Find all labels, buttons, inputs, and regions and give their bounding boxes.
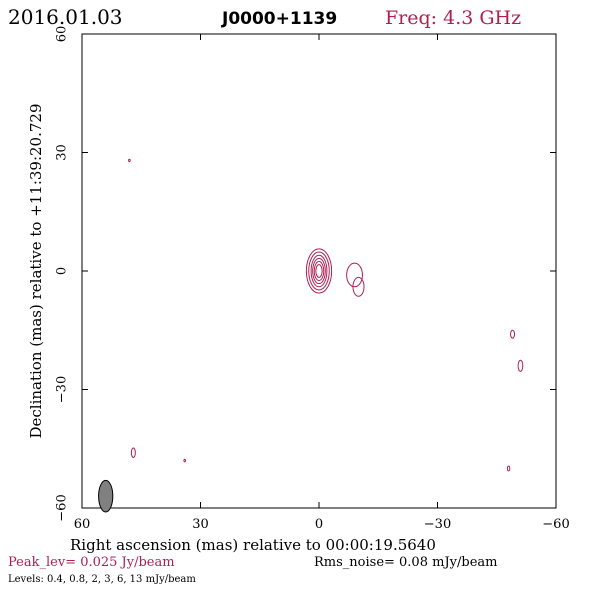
- x-tick-label: −60: [542, 517, 569, 532]
- noise-contour: [130, 447, 136, 458]
- y-axis-label: Declination (mas) relative to +11:39:20.…: [27, 103, 45, 438]
- contours: [128, 158, 524, 472]
- y-tick-label: 0: [55, 267, 70, 275]
- frequency-label: Freq: 4.3 GHz: [385, 7, 521, 29]
- x-tick-label: 60: [74, 517, 91, 532]
- beam-layer: [98, 479, 114, 513]
- core-contour: [308, 251, 330, 291]
- noise-contour: [517, 359, 524, 372]
- rms-noise: Rms_noise= 0.08 mJy/beam: [314, 555, 497, 570]
- core-contour: [315, 264, 323, 278]
- noise-contour: [506, 465, 511, 472]
- noise-contour: [128, 158, 131, 163]
- tick-labels: 60 30 0 −30 −60 60 30 0 −30 −60: [55, 26, 570, 532]
- y-tick-label: 30: [55, 144, 70, 161]
- x-tick-label: −30: [424, 517, 451, 532]
- tick-marks: [81, 33, 557, 509]
- x-tick-label: 30: [192, 517, 209, 532]
- x-axis-label: Right ascension (mas) relative to 00:00:…: [70, 536, 436, 554]
- jet-knot-contour: [352, 276, 365, 297]
- plot-frame: [81, 33, 557, 509]
- y-tick-label: −60: [55, 494, 70, 521]
- beam-ellipse: [98, 479, 114, 513]
- core-contour: [305, 248, 333, 294]
- source-name: J0000+1139: [221, 9, 337, 29]
- core-contour: [313, 261, 325, 281]
- y-tick-label: −30: [55, 376, 70, 403]
- observation-date: 2016.01.03: [8, 5, 123, 29]
- noise-contour: [183, 458, 186, 463]
- x-tick-label: 0: [315, 517, 323, 532]
- contour-levels: Levels: 0.4, 0.8, 2, 3, 6, 13 mJy/beam: [8, 574, 196, 585]
- noise-contour: [510, 329, 516, 339]
- core-contour: [310, 254, 328, 288]
- peak-level: Peak_lev= 0.025 Jy/beam: [8, 555, 175, 570]
- core-contour: [312, 257, 326, 285]
- jet-knot-contour: [346, 262, 363, 288]
- y-tick-label: 60: [55, 26, 70, 43]
